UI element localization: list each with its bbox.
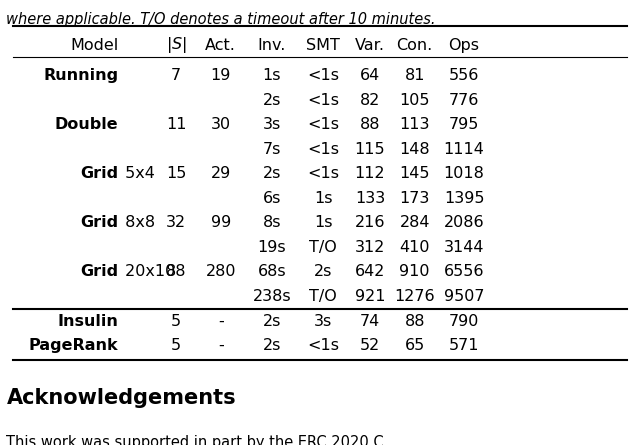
Text: Inv.: Inv. — [258, 38, 286, 53]
Text: 642: 642 — [355, 264, 385, 279]
Text: Acknowledgements: Acknowledgements — [6, 388, 236, 408]
Text: 5: 5 — [171, 338, 181, 353]
Text: 9507: 9507 — [444, 289, 484, 304]
Text: 19s: 19s — [258, 240, 286, 255]
Text: 88: 88 — [404, 314, 425, 328]
Text: 64: 64 — [360, 69, 380, 83]
Text: Grid: Grid — [80, 264, 118, 279]
Text: 1s: 1s — [314, 191, 332, 206]
Text: Var.: Var. — [355, 38, 385, 53]
Text: 88: 88 — [360, 117, 380, 133]
Text: 910: 910 — [399, 264, 430, 279]
Text: 284: 284 — [399, 215, 430, 231]
Text: 115: 115 — [355, 142, 385, 157]
Text: <1s: <1s — [307, 338, 339, 353]
Text: 238s: 238s — [253, 289, 291, 304]
Text: 2s: 2s — [263, 93, 281, 108]
Text: 1276: 1276 — [394, 289, 435, 304]
Text: 99: 99 — [211, 215, 231, 231]
Text: 2086: 2086 — [444, 215, 484, 231]
Text: 52: 52 — [360, 338, 380, 353]
Text: 2s: 2s — [314, 264, 332, 279]
Text: 173: 173 — [399, 191, 430, 206]
Text: Grid: Grid — [80, 166, 118, 182]
Text: This work was supported in part by the ERC 2020 C...: This work was supported in part by the E… — [6, 435, 398, 445]
Text: <1s: <1s — [307, 69, 339, 83]
Text: PageRank: PageRank — [29, 338, 118, 353]
Text: 312: 312 — [355, 240, 385, 255]
Text: 29: 29 — [211, 166, 231, 182]
Text: 15: 15 — [166, 166, 186, 182]
Text: 1s: 1s — [314, 215, 332, 231]
Text: 112: 112 — [355, 166, 385, 182]
Text: 6s: 6s — [263, 191, 281, 206]
Text: 1018: 1018 — [444, 166, 484, 182]
Text: 74: 74 — [360, 314, 380, 328]
Text: 7: 7 — [171, 69, 181, 83]
Text: 3s: 3s — [314, 314, 332, 328]
Text: 216: 216 — [355, 215, 385, 231]
Text: 81: 81 — [404, 69, 425, 83]
Text: 65: 65 — [404, 338, 425, 353]
Text: 82: 82 — [360, 93, 380, 108]
Text: T/O: T/O — [309, 240, 337, 255]
Text: 113: 113 — [399, 117, 430, 133]
Text: 20x10: 20x10 — [120, 264, 175, 279]
Text: Double: Double — [55, 117, 118, 133]
Text: Grid: Grid — [80, 215, 118, 231]
Text: Insulin: Insulin — [58, 314, 118, 328]
Text: T/O: T/O — [309, 289, 337, 304]
Text: $|S|$: $|S|$ — [166, 36, 186, 56]
Text: 7s: 7s — [263, 142, 281, 157]
Text: 5: 5 — [171, 314, 181, 328]
Text: 2s: 2s — [263, 314, 281, 328]
Text: 410: 410 — [399, 240, 430, 255]
Text: 1395: 1395 — [444, 191, 484, 206]
Text: 8x8: 8x8 — [120, 215, 155, 231]
Text: 3s: 3s — [263, 117, 281, 133]
Text: 68s: 68s — [258, 264, 286, 279]
Text: 32: 32 — [166, 215, 186, 231]
Text: 2s: 2s — [263, 166, 281, 182]
Text: 105: 105 — [399, 93, 430, 108]
Text: 1114: 1114 — [444, 142, 484, 157]
Text: 19: 19 — [211, 69, 231, 83]
Text: <1s: <1s — [307, 166, 339, 182]
Text: 790: 790 — [449, 314, 479, 328]
Text: 1s: 1s — [263, 69, 281, 83]
Text: 571: 571 — [449, 338, 479, 353]
Text: Act.: Act. — [205, 38, 236, 53]
Text: Model: Model — [70, 38, 118, 53]
Text: 776: 776 — [449, 93, 479, 108]
Text: 8s: 8s — [263, 215, 281, 231]
Text: Running: Running — [44, 69, 118, 83]
Text: 556: 556 — [449, 69, 479, 83]
Text: -: - — [218, 338, 223, 353]
Text: -: - — [218, 314, 223, 328]
Text: 3144: 3144 — [444, 240, 484, 255]
Text: 88: 88 — [166, 264, 186, 279]
Text: 145: 145 — [399, 166, 430, 182]
Text: SMT: SMT — [307, 38, 340, 53]
Text: <1s: <1s — [307, 142, 339, 157]
Text: Con.: Con. — [397, 38, 433, 53]
Text: 148: 148 — [399, 142, 430, 157]
Text: 133: 133 — [355, 191, 385, 206]
Text: 5x4: 5x4 — [120, 166, 154, 182]
Text: 795: 795 — [449, 117, 479, 133]
Text: <1s: <1s — [307, 93, 339, 108]
Text: 280: 280 — [205, 264, 236, 279]
Text: 30: 30 — [211, 117, 231, 133]
Text: 921: 921 — [355, 289, 385, 304]
Text: <1s: <1s — [307, 117, 339, 133]
Text: 2s: 2s — [263, 338, 281, 353]
Text: 6556: 6556 — [444, 264, 484, 279]
Text: where applicable. T/O denotes a timeout after 10 minutes.: where applicable. T/O denotes a timeout … — [6, 12, 436, 27]
Text: Ops: Ops — [449, 38, 479, 53]
Text: 11: 11 — [166, 117, 186, 133]
